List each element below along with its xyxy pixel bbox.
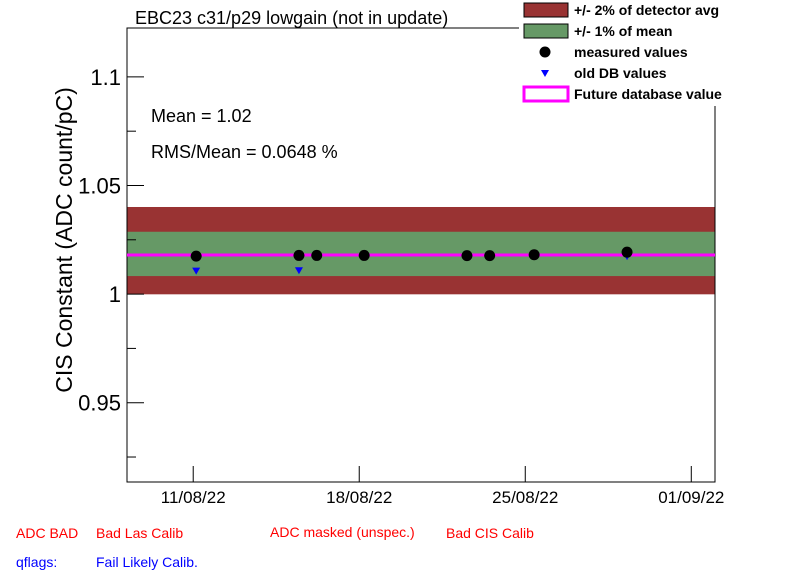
measured-point <box>190 250 202 262</box>
measured-point <box>358 249 370 261</box>
x-tick-label: 18/08/22 <box>326 488 392 507</box>
measured-point <box>621 246 633 258</box>
legend-swatch <box>523 2 569 18</box>
legend-label: Future database value <box>574 86 722 102</box>
legend-label: old DB values <box>574 65 667 81</box>
old-db-point <box>294 267 303 275</box>
legend-label: +/- 2% of detector avg <box>574 2 719 18</box>
x-tick-label: 01/09/22 <box>658 488 724 507</box>
flag-adc-masked: ADC masked (unspec.) <box>270 524 415 540</box>
rms-stat: RMS/Mean = 0.0648 % <box>151 142 338 162</box>
measured-point <box>293 249 305 261</box>
flag-bad-las-calib: Bad Las Calib <box>96 525 184 541</box>
legend-marker-circle <box>539 46 551 58</box>
y-tick-label: 1.1 <box>90 65 121 90</box>
y-tick-label: 0.95 <box>78 391 121 416</box>
y-tick-label: 1 <box>109 282 121 307</box>
measured-point <box>484 250 496 262</box>
legend-swatch <box>523 23 569 39</box>
flag-qflags: qflags: <box>16 554 58 570</box>
measured-point <box>461 250 473 262</box>
mean-stat: Mean = 1.02 <box>151 106 252 126</box>
flag-adc-bad: ADC BAD <box>16 525 79 541</box>
legend-swatch-line <box>522 85 570 103</box>
measured-point <box>311 249 323 261</box>
measured-point <box>528 249 540 261</box>
old-db-point <box>192 267 201 275</box>
x-tick-label: 25/08/22 <box>492 488 558 507</box>
legend-marker-triangle <box>541 70 549 77</box>
y-tick-label: 1.05 <box>78 173 121 198</box>
flag-fail-likely-calib: Fail Likely Calib. <box>96 554 198 570</box>
legend-label: measured values <box>574 44 688 60</box>
chart-title: EBC23 c31/p29 lowgain (not in update) <box>135 8 448 28</box>
flag-bad-cis-calib: Bad CIS Calib <box>446 525 534 541</box>
legend-label: +/- 1% of mean <box>574 23 672 39</box>
y-axis-label: CIS Constant (ADC count/pC) <box>51 87 77 393</box>
x-tick-label: 11/08/22 <box>161 488 226 507</box>
